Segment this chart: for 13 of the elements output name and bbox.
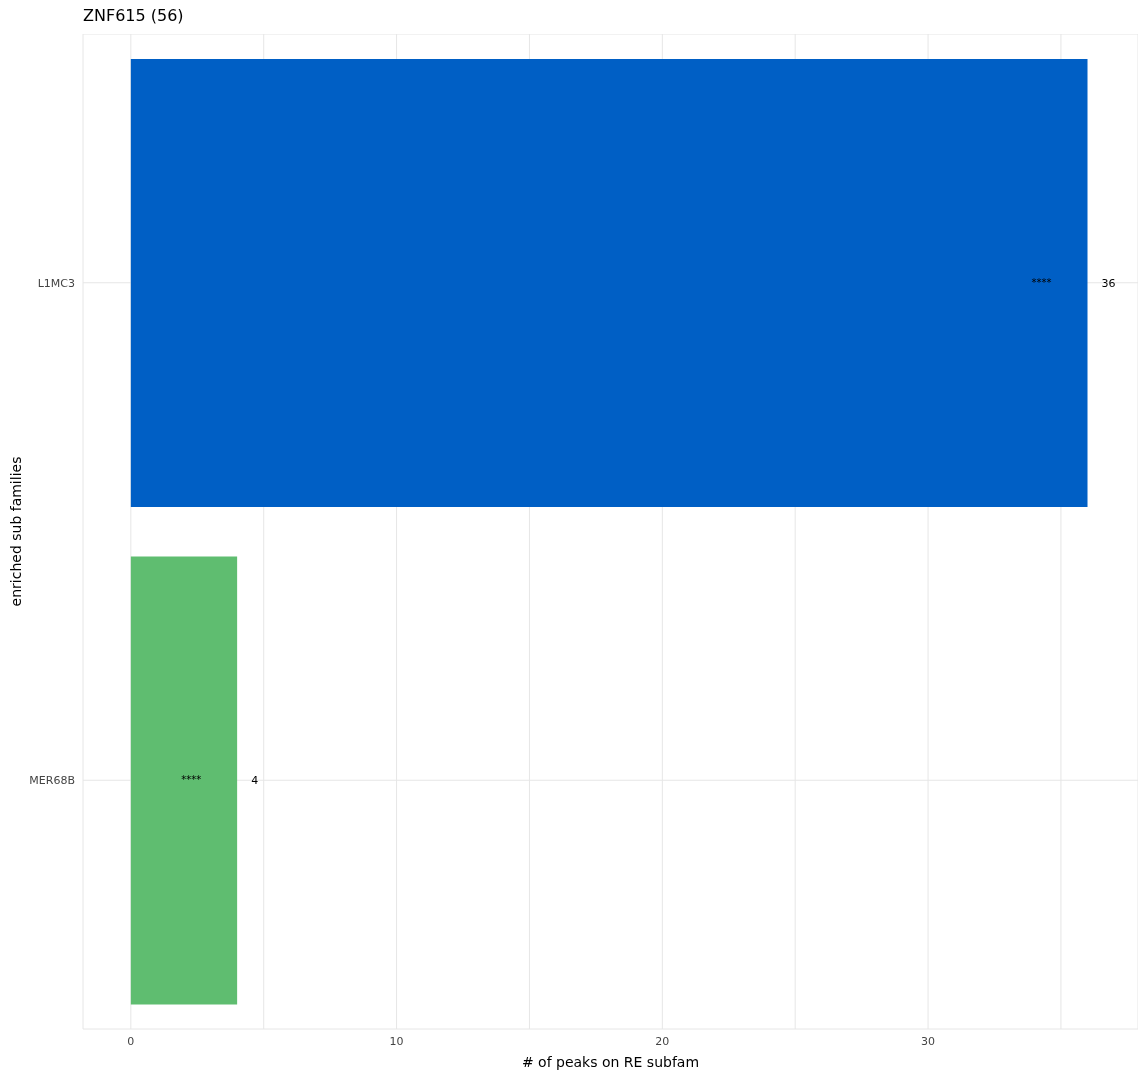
x-tick-label: 10 (389, 1034, 404, 1048)
annotation: **** (1031, 276, 1052, 288)
x-tick-label: 30 (921, 1034, 936, 1048)
data-label: 36 (1101, 276, 1116, 290)
chart-title: ZNF615 (56) (83, 6, 185, 27)
x-axis-title: # of peaks on RE subfam (521, 1054, 700, 1070)
x-tick-label: 20 (655, 1034, 670, 1048)
y-axis-title: enriched sub families (7, 456, 24, 607)
x-tick-label: 0 (127, 1034, 135, 1048)
annotation: **** (181, 774, 202, 786)
data-label: 4 (251, 774, 259, 788)
y-tick-label: L1MC3 (37, 276, 75, 290)
y-tick-label: MER68B (29, 774, 75, 788)
